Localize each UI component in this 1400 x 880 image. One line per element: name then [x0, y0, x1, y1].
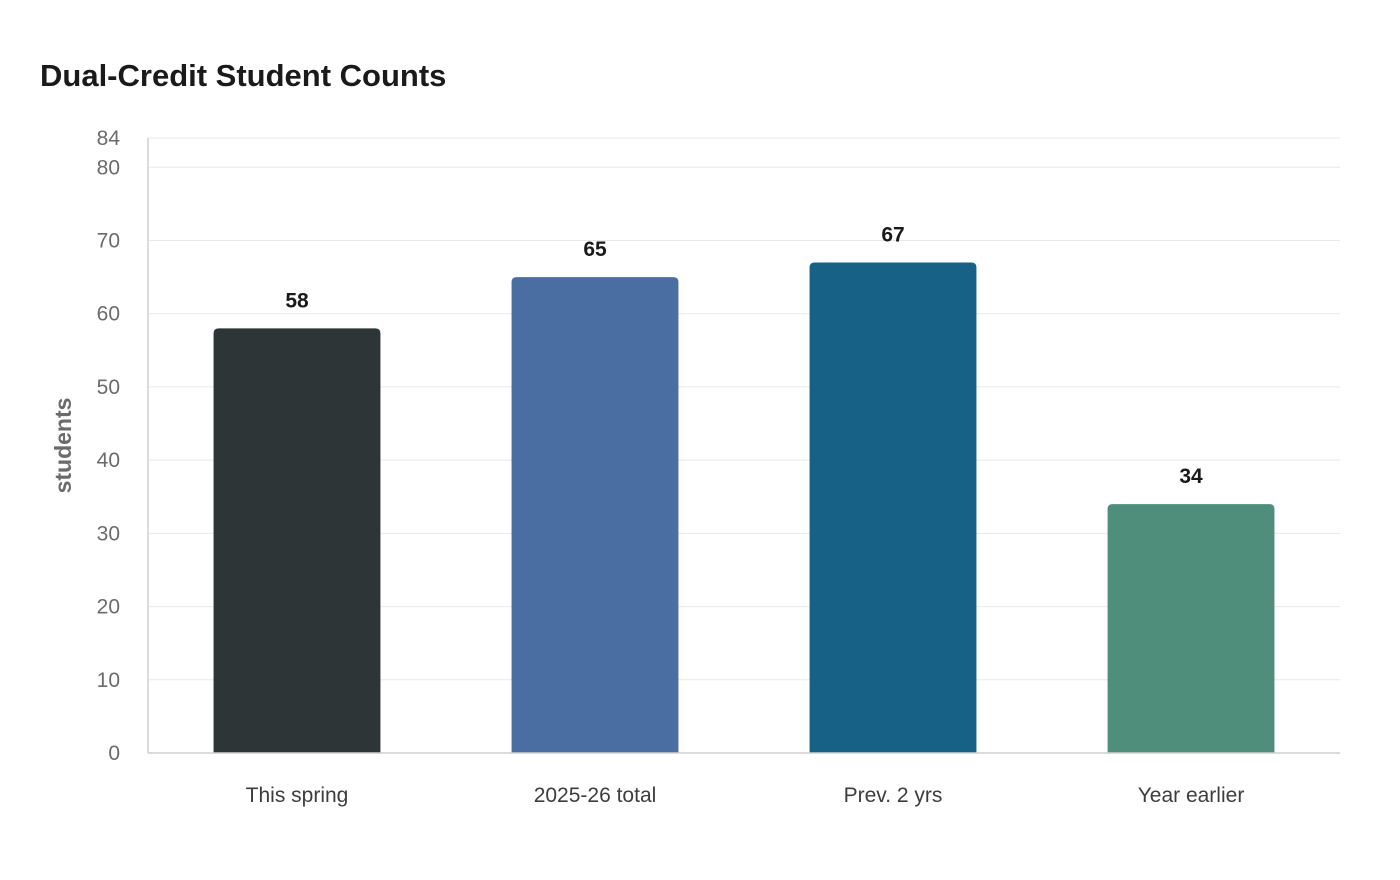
y-tick-label: 70: [97, 230, 120, 253]
bar-value-label: 65: [583, 238, 607, 261]
bar-value-label: 58: [285, 289, 309, 312]
bar: [809, 262, 977, 753]
y-tick-label: 84: [97, 127, 121, 150]
bars: [213, 262, 1275, 753]
y-axis-title: students: [50, 398, 76, 494]
value-labels: 58 65 67 34: [285, 223, 1203, 488]
x-category-label: 2025-26 total: [534, 784, 657, 807]
y-tick-label: 30: [97, 522, 120, 545]
chart-title: Dual-Credit Student Counts: [40, 58, 447, 93]
y-tick-label: 20: [97, 596, 120, 619]
y-tick-label: 60: [97, 303, 120, 326]
x-category-label: This spring: [246, 784, 349, 807]
bar: [1107, 504, 1275, 753]
bar: [213, 328, 381, 753]
x-axis-labels: This spring 2025-26 total Prev. 2 yrs Year …: [246, 784, 1245, 807]
bar-value-label: 34: [1179, 465, 1203, 488]
x-category-label: Prev. 2 yrs: [844, 784, 943, 807]
y-tick-label: 0: [108, 742, 120, 765]
y-tick-label: 50: [97, 376, 120, 399]
bar-value-label: 67: [881, 223, 904, 246]
y-tick-label: 10: [97, 669, 120, 692]
bar: [511, 277, 679, 753]
x-category-label: Year earlier: [1138, 784, 1245, 807]
y-tick-label: 40: [97, 449, 120, 472]
y-tick-label: 80: [97, 156, 120, 179]
y-axis-ticks: 0 10 20 30 40 50 60 70 80 84: [97, 127, 121, 765]
